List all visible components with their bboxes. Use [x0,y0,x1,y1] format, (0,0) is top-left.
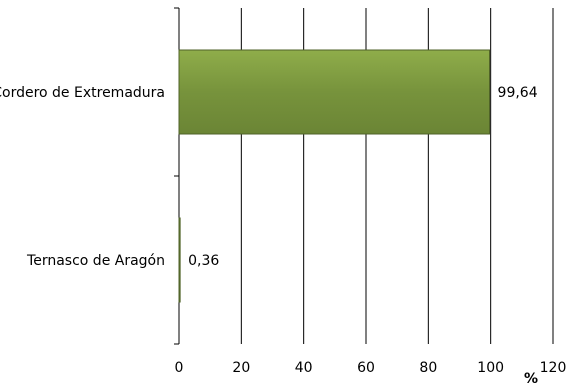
x-tick-label-100: 100 [477,360,504,376]
labels: 0 20 40 60 80 100 120 Cordero de Extremadura 99,… [0,85,566,387]
axes [174,7,180,345]
x-tick-label-40: 40 [295,360,313,376]
x-tick-label-20: 20 [232,360,250,376]
category-label-1: Ternasco de Aragón [26,253,165,269]
data-label-0: 99,64 [498,85,538,101]
x-tick-label-60: 60 [357,360,375,376]
category-label-0: Cordero de Extremadura [0,85,165,101]
x-tick-label-80: 80 [419,360,437,376]
bar-0 [178,49,491,135]
x-axis-unit-label: % [524,371,538,387]
bars [178,49,491,303]
data-label-1: 0,36 [188,253,219,269]
bar-1 [178,217,181,303]
x-tick-label-120: 120 [540,360,567,376]
x-tick-label-0: 0 [175,360,184,376]
